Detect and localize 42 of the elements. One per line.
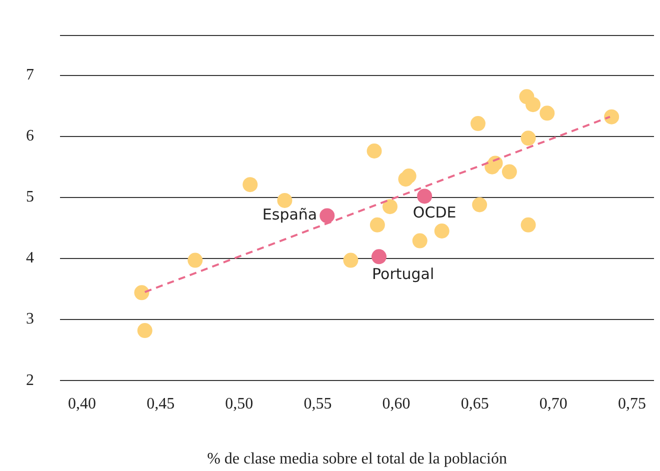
- x-tick-label: 0,70: [539, 395, 568, 412]
- y-tick-label: 7: [26, 66, 34, 84]
- point: [604, 109, 620, 124]
- y-tick-label: 2: [26, 372, 34, 389]
- point: [502, 164, 517, 180]
- point: [134, 285, 150, 300]
- x-tick-label: 0,75: [618, 395, 646, 412]
- point: [137, 323, 152, 338]
- point: [370, 217, 385, 232]
- point: [343, 252, 358, 268]
- point: [520, 217, 536, 232]
- point: [472, 197, 488, 212]
- point: [540, 106, 555, 121]
- point: [412, 233, 428, 248]
- x-tick-label: 0,65: [460, 395, 489, 412]
- point: [434, 224, 450, 238]
- point: [320, 208, 335, 224]
- point: [277, 192, 292, 208]
- annotation: Portugal: [372, 265, 434, 284]
- x-tick-label: 0,50: [225, 395, 254, 412]
- point: [401, 168, 416, 184]
- annotation: OCDE: [412, 204, 456, 222]
- y-tick-label: 5: [26, 188, 34, 206]
- point: [520, 130, 536, 146]
- point: [188, 252, 203, 268]
- x-tick-label: 0,40: [68, 395, 96, 412]
- point: [242, 177, 258, 192]
- x-tick-label: 0,45: [146, 395, 175, 412]
- point: [366, 144, 382, 159]
- y-tick-label: 4: [26, 250, 34, 267]
- point: [382, 199, 398, 214]
- x-tick-label: 0,55: [304, 395, 332, 412]
- point: [470, 116, 486, 132]
- point: [417, 188, 432, 204]
- point: [372, 249, 386, 264]
- y-tick-label: 3: [26, 310, 34, 328]
- y-tick-label: 6: [26, 128, 34, 145]
- point: [488, 156, 503, 171]
- x-tick-label: 0,60: [382, 395, 410, 412]
- point: [526, 97, 540, 112]
- annotation: España: [262, 206, 318, 224]
- x-axis-title: % de clase media sobre el total de la población: [207, 450, 507, 468]
